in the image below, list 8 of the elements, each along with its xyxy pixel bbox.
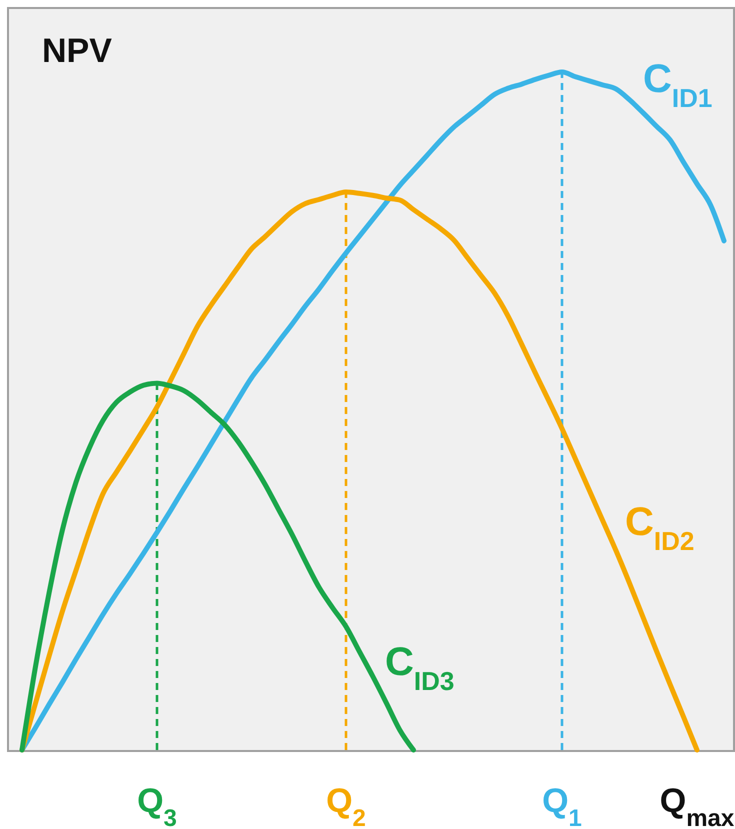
x-tick-label: Q$_{3}$ [137,782,177,829]
series-label: C$_{ID3}$ [385,640,454,696]
series-label: C$_{ID2}$ [625,500,694,556]
x-tick-label: Q$_{2}$ [326,782,366,829]
series-label: C$_{ID1}$ [643,57,712,113]
chart-title: NPV [42,32,112,70]
x-tick-label: Q$_{1}$ [542,782,582,829]
x-tick-label: Q$_{max}$ [660,782,735,829]
